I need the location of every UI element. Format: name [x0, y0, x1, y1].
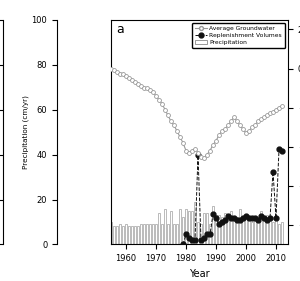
- Bar: [128, 226, 130, 244]
- Bar: [161, 224, 163, 244]
- Bar: [164, 209, 166, 244]
- Bar: [110, 222, 112, 244]
- Bar: [281, 222, 283, 244]
- Bar: [173, 224, 175, 244]
- Bar: [182, 217, 184, 244]
- Bar: [188, 211, 190, 244]
- Bar: [206, 213, 208, 244]
- Bar: [209, 224, 211, 244]
- Bar: [248, 217, 250, 244]
- Bar: [260, 211, 262, 244]
- Bar: [245, 217, 247, 244]
- Bar: [218, 215, 220, 244]
- Bar: [263, 217, 265, 244]
- Bar: [230, 211, 232, 244]
- Bar: [191, 211, 193, 244]
- Bar: [275, 217, 277, 244]
- Bar: [176, 224, 178, 244]
- Bar: [155, 224, 157, 244]
- Bar: [236, 217, 238, 244]
- Bar: [185, 209, 187, 244]
- Bar: [239, 209, 241, 244]
- Bar: [152, 224, 154, 244]
- Bar: [257, 222, 259, 244]
- Bar: [179, 209, 181, 244]
- Bar: [122, 226, 124, 244]
- Y-axis label: Precipitation (cm/yr): Precipitation (cm/yr): [22, 95, 29, 169]
- Bar: [125, 224, 127, 244]
- Bar: [251, 222, 253, 244]
- Bar: [149, 224, 151, 244]
- Bar: [143, 224, 145, 244]
- Bar: [170, 211, 172, 244]
- Bar: [131, 226, 133, 244]
- Bar: [278, 224, 280, 244]
- Bar: [269, 220, 271, 244]
- Bar: [116, 226, 118, 244]
- Bar: [137, 226, 139, 244]
- Bar: [134, 226, 136, 244]
- Bar: [212, 206, 214, 244]
- Bar: [140, 224, 142, 244]
- Bar: [221, 217, 223, 244]
- Bar: [242, 220, 244, 244]
- Bar: [224, 213, 226, 244]
- Bar: [167, 224, 169, 244]
- Legend: Average Groundwater, Replenishment Volumes, Precipitation: Average Groundwater, Replenishment Volum…: [192, 23, 285, 48]
- Bar: [158, 213, 160, 244]
- Text: a: a: [116, 23, 124, 36]
- Bar: [215, 215, 217, 244]
- Bar: [146, 224, 148, 244]
- Bar: [233, 220, 235, 244]
- Bar: [266, 215, 268, 244]
- Bar: [197, 222, 199, 244]
- Bar: [200, 224, 202, 244]
- Bar: [194, 202, 196, 244]
- Bar: [113, 226, 115, 244]
- Bar: [203, 213, 205, 244]
- Bar: [119, 224, 121, 244]
- Bar: [254, 217, 256, 244]
- X-axis label: Year: Year: [189, 269, 210, 279]
- Bar: [272, 222, 274, 244]
- Bar: [227, 220, 229, 244]
